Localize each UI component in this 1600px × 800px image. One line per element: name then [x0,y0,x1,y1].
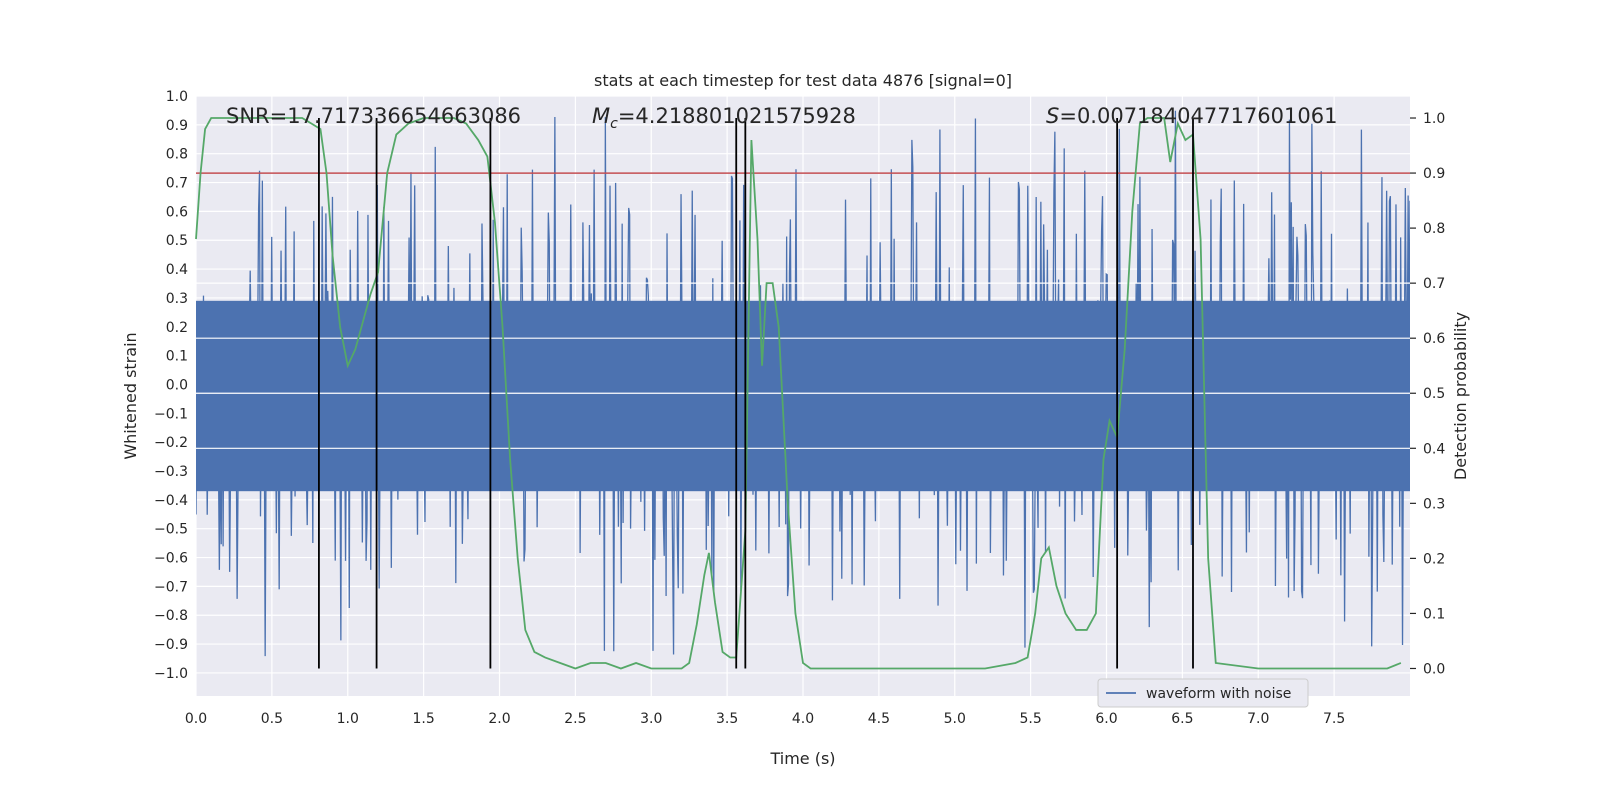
x-tick-label: 4.5 [868,711,890,727]
right-tick-label: 0.9 [1423,166,1445,182]
right-tick-label: 0.0 [1423,661,1445,677]
x-tick-label: 2.0 [488,711,510,727]
left-tick-label: −0.7 [154,579,188,595]
mc-subscript: c [610,116,618,132]
x-axis-label: Time (s) [769,749,835,768]
snr-annotation: SNR=17.717336654663086 [226,104,521,128]
x-tick-label: 1.5 [412,711,434,727]
right-tick-label: 1.0 [1423,111,1445,127]
x-tick-label: 7.0 [1247,711,1269,727]
right-tick-label: 0.7 [1423,276,1445,292]
left-axis-ticks: 1.0 0.9 0.8 0.7 0.6 0.5 0.4 0.3 0.2 0.1 0.0 −0.1 −0.… [154,89,188,682]
x-tick-label: 2.5 [564,711,586,727]
right-axis-label: Detection probability [1451,312,1470,480]
mc-symbol: M [592,104,610,128]
x-tick-label: 6.5 [1171,711,1193,727]
x-tick-label: 7.5 [1323,711,1345,727]
left-tick-label: 0.0 [166,377,188,393]
chart-title: stats at each timestep for test data 487… [594,71,1012,90]
left-tick-label: 0.5 [166,233,188,249]
x-tick-label: 0.5 [261,711,283,727]
x-tick-label: 5.0 [944,711,966,727]
x-tick-label: 3.5 [716,711,738,727]
mc-value: =4.218801021575928 [618,104,856,128]
right-axis-ticks: 1.0 0.9 0.8 0.7 0.6 0.5 0.4 0.3 0.2 0.1 0.0 [1410,111,1445,677]
x-tick-label: 5.5 [1019,711,1041,727]
legend-label: waveform with noise [1146,686,1291,702]
right-tick-label: 0.1 [1423,606,1445,622]
right-tick-label: 0.3 [1423,496,1445,512]
left-tick-label: 0.4 [166,262,188,278]
left-tick-label: 0.6 [166,204,188,220]
left-tick-label: −0.4 [154,493,188,509]
left-tick-label: −0.8 [154,608,188,624]
legend: waveform with noise [1097,678,1309,708]
x-tick-label: 4.0 [792,711,814,727]
right-tick-label: 0.8 [1423,221,1445,237]
left-tick-label: 0.7 [166,176,188,192]
probability-line [195,117,1402,670]
left-tick-label: 0.3 [166,291,188,307]
left-tick-label: −0.1 [154,406,188,422]
right-tick-label: 0.4 [1423,441,1445,457]
x-tick-label: 6.0 [1095,711,1117,727]
waveform-series [196,110,1410,657]
left-tick-label: 0.2 [166,320,188,336]
s-annotation: S=0.007184047717601061 [1046,104,1337,128]
right-tick-label: 0.6 [1423,331,1445,347]
event-markers [318,118,1194,669]
left-tick-label: −0.9 [154,637,188,653]
left-tick-label: 1.0 [166,89,188,105]
left-tick-label: 0.9 [166,118,188,134]
x-tick-label: 0.0 [185,711,207,727]
s-value: =0.007184047717601061 [1059,104,1337,128]
left-tick-label: 0.8 [166,147,188,163]
left-axis-label: Whitened strain [121,332,140,459]
left-tick-label: −0.2 [154,435,188,451]
left-tick-label: 0.1 [166,349,188,365]
x-tick-label: 1.0 [337,711,359,727]
left-tick-label: −0.6 [154,551,188,567]
left-tick-label: −1.0 [154,666,188,682]
right-tick-label: 0.5 [1423,386,1445,402]
left-tick-label: −0.3 [154,464,188,480]
right-tick-label: 0.2 [1423,551,1445,567]
legend-box [1097,678,1309,708]
chirp-mass-annotation: Mc=4.218801021575928 [592,104,856,132]
x-tick-label: 3.0 [640,711,662,727]
left-tick-label: −0.5 [154,522,188,538]
s-symbol: S [1046,104,1059,128]
waveform-core [196,300,1410,492]
probability-series [195,117,1402,670]
x-axis-ticks: 0.0 0.5 1.0 1.5 2.0 2.5 3.0 3.5 4.0 4.5 5.0 5.5 6.0 6… [185,711,1345,727]
